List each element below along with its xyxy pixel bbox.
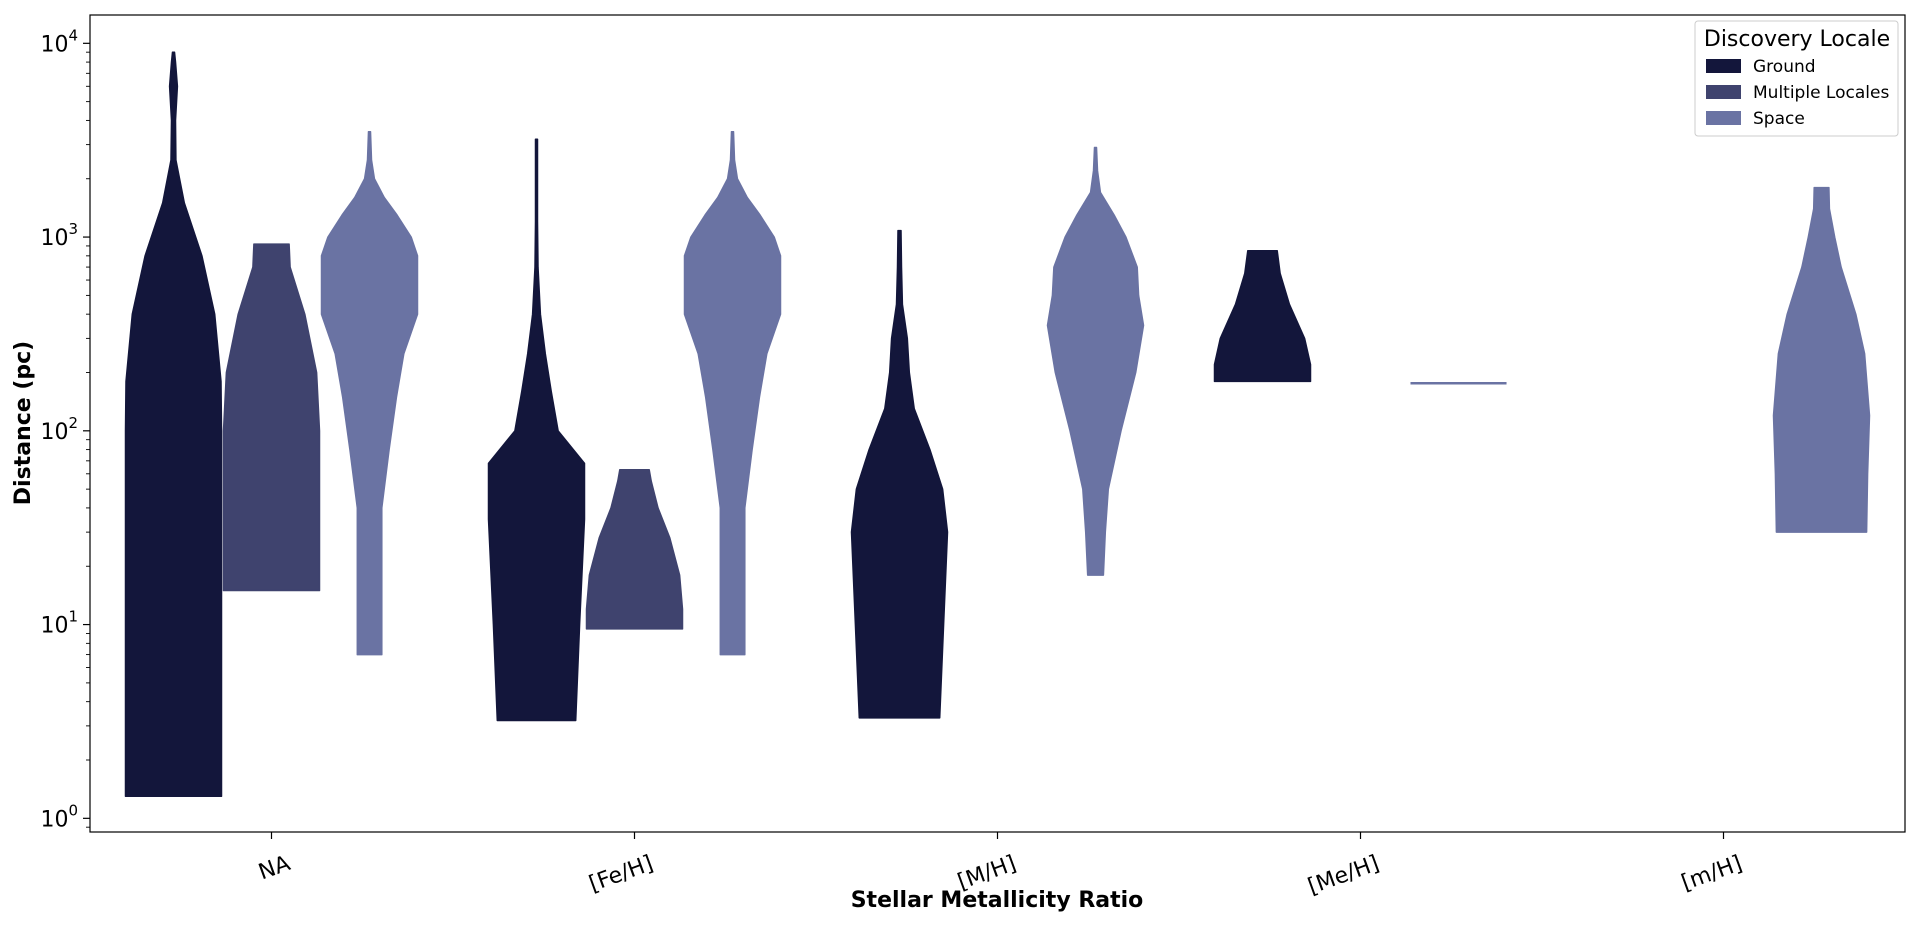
x-tick-label-m-h: [m/H]: [1678, 851, 1745, 896]
y-tick-label: 103: [40, 220, 78, 251]
legend-frame: [1694, 20, 1899, 137]
legend: Discovery Locale Ground Multiple Locales…: [1694, 20, 1899, 137]
legend-label-space: Space: [1753, 109, 1805, 129]
violin-na-ground: [124, 51, 223, 797]
violin-m-h-ground: [850, 229, 949, 719]
y-axis-title: Distance (pc): [11, 341, 36, 505]
legend-title: Discovery Locale: [1704, 27, 1890, 52]
violin-na-multiple-locales: [222, 243, 321, 592]
y-tick-exponent: 4: [68, 26, 78, 44]
y-tick-exponent: 1: [68, 608, 78, 626]
x-axis-title: Stellar Metallicity Ratio: [851, 888, 1144, 913]
x-tick-label-fe-h: [Fe/H]: [586, 851, 657, 897]
y-tick-base: 10: [40, 32, 68, 57]
y-tick-base: 10: [40, 226, 68, 251]
y-tick-base: 10: [40, 807, 68, 832]
x-tick-label-na: NA: [255, 851, 293, 885]
y-tick-exponent: 2: [68, 414, 78, 432]
y-tick-exponent: 0: [68, 801, 78, 819]
violin-fe-h-ground: [487, 138, 586, 722]
legend-swatch-multiple-locales: [1706, 85, 1741, 99]
y-tick-base: 10: [40, 420, 68, 445]
y-tick-base: 10: [40, 614, 68, 639]
y-tick-label: 104: [40, 26, 78, 57]
violin-m-h-space: [1772, 186, 1871, 533]
violin-fe-h-space: [683, 130, 782, 656]
violin-fe-h-multiple-locales: [585, 468, 684, 630]
legend-swatch-ground: [1706, 59, 1741, 73]
legend-label-multiple-locales: Multiple Locales: [1753, 83, 1889, 103]
x-tick-label-me-h: [Me/H]: [1305, 851, 1383, 900]
violin-na-space: [320, 130, 419, 656]
violin-me-h-ground: [1213, 249, 1312, 383]
y-tick-label: 101: [40, 608, 78, 639]
y-tick-exponent: 3: [68, 220, 78, 238]
violin-m-h-space: [1046, 146, 1145, 576]
y-tick-label: 102: [40, 414, 78, 445]
legend-label-ground: Ground: [1753, 57, 1816, 77]
violins-layer: [124, 51, 1871, 797]
y-tick-label: 100: [40, 801, 78, 832]
legend-swatch-space: [1706, 111, 1741, 125]
